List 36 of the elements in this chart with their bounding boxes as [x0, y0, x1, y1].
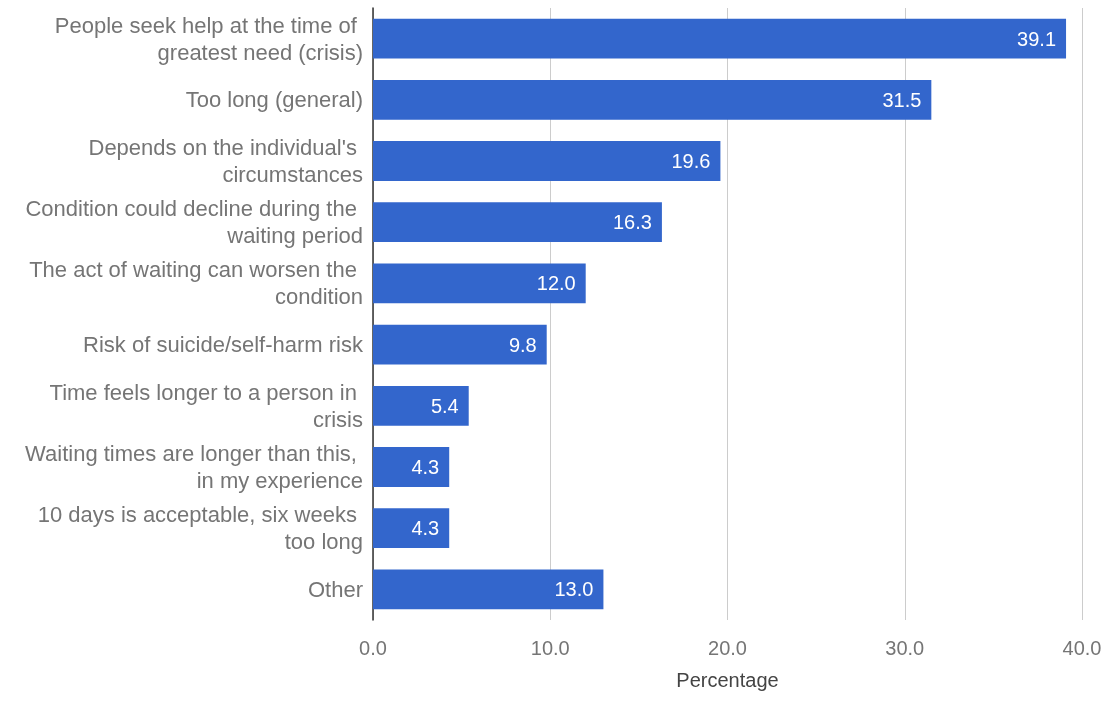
y-tick-label: Time feels longer to a person in crisis	[49, 379, 363, 432]
y-tick-label: 10 days is acceptable, six weeks too long	[37, 502, 363, 555]
bar	[373, 18, 1067, 59]
x-tick-label: 40.0	[1062, 637, 1102, 659]
y-tick-label: Too long (general)	[185, 87, 363, 113]
data-label: 4.3	[411, 456, 440, 478]
data-label: 13.0	[554, 578, 594, 601]
data-label: 12.0	[536, 272, 576, 295]
bar	[373, 569, 604, 610]
data-label: 4.3	[411, 517, 440, 540]
data-label: 19.6	[671, 150, 711, 172]
y-tick-label: The act of waiting can worsen the condition	[29, 257, 363, 310]
x-tick-label: 0.0	[359, 637, 387, 659]
bar	[373, 202, 662, 243]
y-tick-label: People seek help at the time of greatest need (crisis)	[54, 12, 363, 65]
data-label: 9.8	[508, 333, 537, 356]
x-tick-label: 20.0	[708, 637, 747, 659]
y-tick-label: Other	[307, 576, 363, 602]
x-tick-label: 30.0	[885, 637, 925, 659]
x-axis-title: Percentage	[676, 669, 779, 691]
y-tick-label: Depends on the individual's circumstances	[88, 135, 363, 187]
data-label: 39.1	[1017, 27, 1057, 50]
data-label: 16.3	[612, 211, 652, 234]
bar	[373, 263, 586, 304]
y-tick-label: Risk of suicide/self-harm risk	[83, 332, 364, 358]
bar	[373, 447, 450, 487]
bar	[373, 324, 547, 365]
bar	[373, 385, 469, 426]
data-label: 5.4	[430, 394, 459, 417]
bar	[373, 79, 932, 120]
y-tick-label: Condition could decline during the waiting period	[25, 196, 363, 249]
data-label: 31.5	[882, 88, 922, 111]
y-tick-label: Waiting times are longer than this, in my experience	[25, 441, 363, 493]
x-tick-label: 10.0	[530, 637, 570, 659]
bar	[373, 141, 721, 181]
bar	[373, 508, 450, 549]
